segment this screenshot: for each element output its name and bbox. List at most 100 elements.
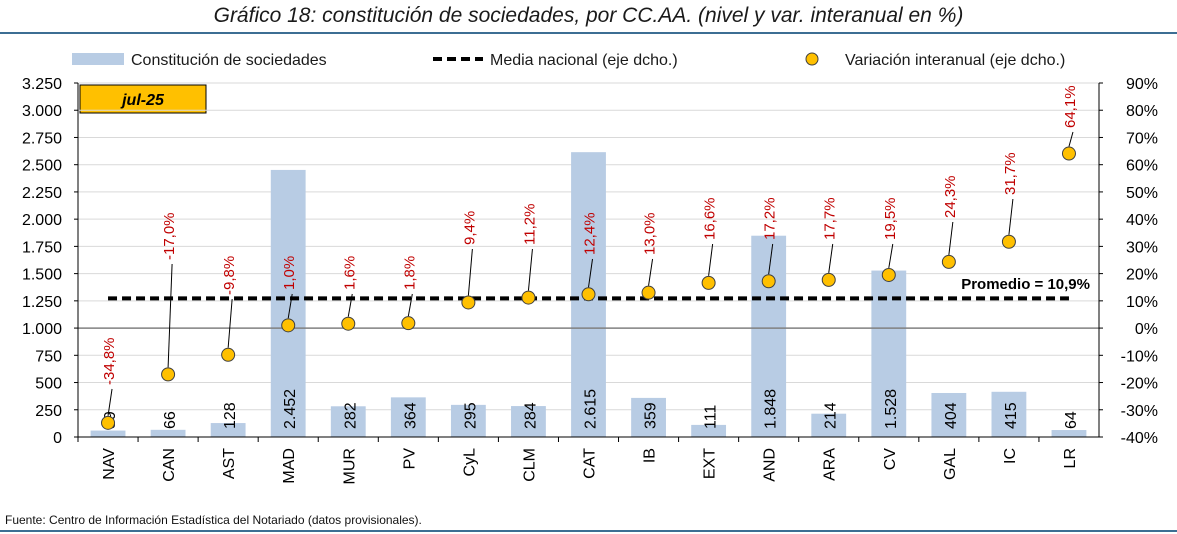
leader-line [588,258,593,288]
bar-CAN [150,429,186,437]
bar-value-label-IB: 359 [643,402,660,429]
category-label-PV: PV [401,448,418,470]
leader-line [467,248,473,296]
variation-point-NAV [101,415,116,430]
category-label-LR: LR [1062,448,1079,468]
bar-value-label-EXT: 111 [703,405,720,429]
bar-value-label-ARA: 214 [823,402,840,429]
right-tick-label: 10% [1126,294,1158,311]
category-label-MUR: MUR [341,448,358,484]
left-tick-label: 250 [35,403,62,420]
left-tick-label: 3.000 [22,103,62,120]
leader-line [1008,198,1014,235]
variation-label-GAL: 24,3% [942,175,959,218]
bar-value-label-MUR: 282 [342,402,359,429]
variation-point-PV [401,316,416,331]
bar-value-label-MAD: 2.452 [282,389,299,429]
variation-label-ARA: 17,7% [822,197,839,240]
variation-label-CAN: -17,0% [161,212,178,260]
variation-label-IB: 13,0% [642,212,659,255]
bar-CyL [450,404,486,437]
right-tick-label: 20% [1126,267,1158,284]
legend-label-average: Media nacional (eje dcho.) [490,52,678,69]
left-tick-label: 2.500 [22,158,62,175]
bar-value-label-IC: 415 [1003,402,1020,429]
bar-EXT [691,424,727,437]
bar-MUR [330,406,366,437]
bar-CLM [511,406,546,437]
left-tick-label: 750 [35,348,62,365]
left-tick-label: 1.250 [22,294,62,311]
category-label-NAV: NAV [101,448,118,480]
bar-ARA [811,413,847,437]
right-tick-label: 50% [1126,185,1158,202]
right-tick-label: -20% [1121,376,1158,393]
category-label-MAD: MAD [281,448,298,484]
chart-canvas: Constitución de sociedades Media naciona… [22,52,1158,484]
bar-value-label-CV: 1.528 [883,389,900,429]
leader-line [347,293,353,317]
source-note: Fuente: Centro de Información Estadístic… [5,513,422,527]
variation-point-ARA [821,272,836,287]
leader-line [708,243,714,276]
bar-GAL [931,392,967,437]
variation-point-CAN [161,367,176,382]
variation-point-MUR [341,316,356,331]
bar-value-label-CLM: 284 [522,402,539,429]
variation-label-AST: -9,8% [221,256,238,295]
variation-point-IB [641,285,656,300]
bar-value-label-PV: 364 [402,402,419,429]
leader-line [948,221,954,255]
legend-swatch-variation [805,52,819,66]
left-tick-label: 2.250 [22,185,62,202]
category-label-GAL: GAL [942,448,959,480]
variation-point-AST [221,347,236,362]
leader-line [167,263,173,368]
bar-value-label-LR: 64 [1063,411,1080,429]
category-label-IC: IC [1002,448,1019,464]
variation-label-LR: 64,1% [1062,85,1079,128]
variation-label-PV: 1,8% [401,256,418,290]
variation-point-CLM [521,290,536,305]
right-tick-label: -30% [1121,403,1158,420]
category-label-AND: AND [762,448,779,482]
left-tick-label: 1.750 [22,239,62,256]
variation-point-GAL [941,254,956,269]
variation-label-CLM: 11,2% [521,204,538,245]
category-label-CyL: CyL [461,448,478,477]
left-tick-label: 500 [35,376,62,393]
right-tick-label: 60% [1126,158,1158,175]
variation-point-LR [1061,146,1076,161]
variation-label-CV: 19,5% [882,197,899,240]
bar-value-label-AND: 1.848 [763,389,780,429]
bar-IB [631,397,666,437]
legend-swatch-bars [72,53,124,65]
variation-point-CV [881,267,896,282]
average-label: Promedio = 10,9% [961,276,1090,293]
leader-line [648,258,654,286]
right-tick-label: 70% [1126,130,1158,147]
legend-label-bars: Constitución de sociedades [131,52,327,69]
variation-point-MAD [281,318,296,333]
period-badge-box [79,84,207,114]
bottom-rule [0,530,1177,532]
bar-value-label-AST: 128 [222,402,239,429]
variation-label-CAT: 12,4% [582,212,599,255]
bar-MAD [270,169,306,438]
variation-point-EXT [701,275,716,290]
variation-label-MAD: 1,0% [281,256,298,290]
leader-line [828,243,834,273]
bar-value-label-GAL: 404 [943,402,960,429]
variation-label-IC: 31,7% [1002,152,1019,195]
leader-line [768,243,774,275]
leader-line [407,293,413,317]
bar-value-label-CyL: 295 [462,402,479,429]
variation-point-CAT [581,287,596,302]
leader-line [227,298,233,348]
leader-line [287,293,293,319]
variation-label-NAV: -34,8% [101,337,118,385]
category-label-CLM: CLM [521,448,538,482]
category-label-EXT: EXT [702,448,719,479]
left-tick-label: 1.000 [22,321,62,338]
leader-line [888,243,894,269]
